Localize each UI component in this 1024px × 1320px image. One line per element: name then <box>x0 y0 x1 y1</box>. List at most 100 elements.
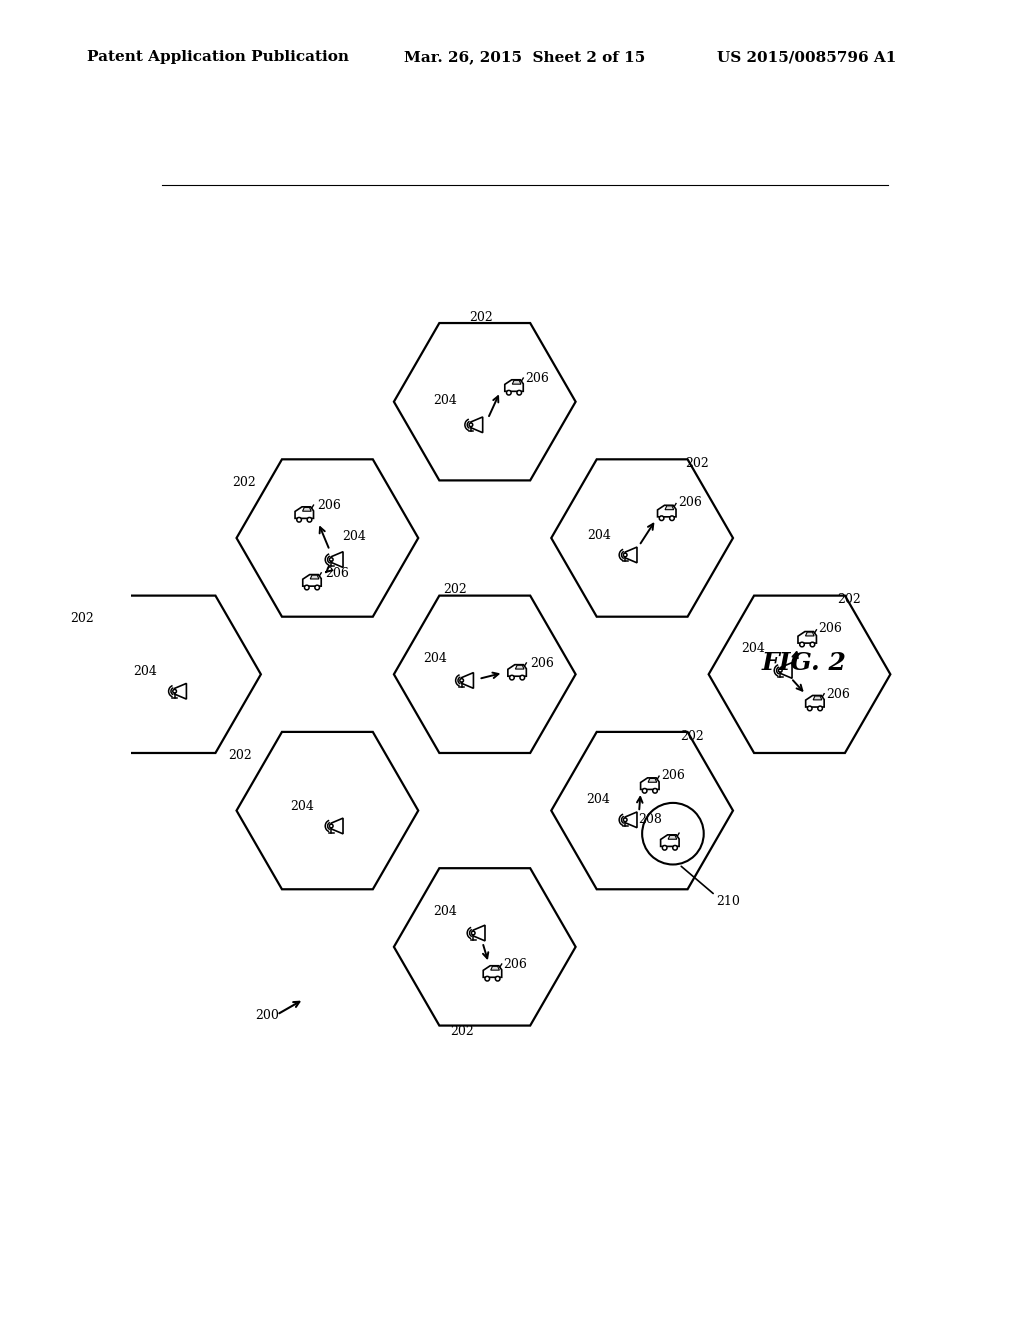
Polygon shape <box>394 869 575 1026</box>
Circle shape <box>510 676 514 680</box>
Polygon shape <box>641 777 659 789</box>
Text: 206: 206 <box>529 657 554 671</box>
Text: 202: 202 <box>450 1026 473 1038</box>
Circle shape <box>659 516 664 520</box>
Polygon shape <box>310 576 318 579</box>
Polygon shape <box>648 779 656 783</box>
Text: 202: 202 <box>469 310 493 323</box>
Circle shape <box>517 391 521 395</box>
Text: 206: 206 <box>325 566 348 579</box>
Polygon shape <box>331 552 343 568</box>
Polygon shape <box>394 595 575 752</box>
Polygon shape <box>551 731 733 890</box>
Text: Patent Application Publication: Patent Application Publication <box>87 50 349 65</box>
Polygon shape <box>331 818 343 834</box>
Polygon shape <box>483 966 502 977</box>
Polygon shape <box>471 417 482 433</box>
Polygon shape <box>303 574 322 586</box>
Polygon shape <box>806 632 814 636</box>
Polygon shape <box>394 323 575 480</box>
Polygon shape <box>79 595 261 752</box>
Polygon shape <box>237 459 418 616</box>
Text: 202: 202 <box>443 583 467 597</box>
Circle shape <box>652 788 657 793</box>
Text: 202: 202 <box>685 457 709 470</box>
Polygon shape <box>709 595 891 752</box>
Polygon shape <box>626 546 637 562</box>
Circle shape <box>624 818 627 821</box>
Circle shape <box>778 669 782 672</box>
Text: 204: 204 <box>587 793 610 807</box>
Circle shape <box>810 643 815 647</box>
Text: 204: 204 <box>342 529 367 543</box>
Polygon shape <box>660 834 679 846</box>
Circle shape <box>807 706 812 710</box>
Polygon shape <box>806 696 824 708</box>
Text: 202: 202 <box>680 730 703 743</box>
Text: 206: 206 <box>504 958 527 972</box>
Text: 204: 204 <box>290 800 314 813</box>
Text: 202: 202 <box>227 748 252 762</box>
Circle shape <box>624 553 627 557</box>
Text: 202: 202 <box>71 612 94 626</box>
Text: 202: 202 <box>232 477 256 490</box>
Circle shape <box>307 517 311 523</box>
Polygon shape <box>813 696 822 700</box>
Polygon shape <box>462 673 473 688</box>
Circle shape <box>330 824 333 828</box>
Polygon shape <box>626 812 637 828</box>
Circle shape <box>314 585 319 590</box>
Circle shape <box>173 689 176 693</box>
Polygon shape <box>508 665 526 676</box>
Circle shape <box>663 846 667 850</box>
Text: 202: 202 <box>838 593 861 606</box>
Circle shape <box>297 517 301 523</box>
Polygon shape <box>780 663 792 678</box>
Polygon shape <box>490 966 500 970</box>
Text: 204: 204 <box>433 393 457 407</box>
Text: 206: 206 <box>525 372 549 385</box>
Polygon shape <box>515 665 524 669</box>
Text: 204: 204 <box>433 906 458 917</box>
Polygon shape <box>798 631 816 643</box>
Polygon shape <box>175 684 186 700</box>
Polygon shape <box>302 507 311 511</box>
Text: 204: 204 <box>587 529 611 543</box>
Text: 206: 206 <box>662 768 685 781</box>
Circle shape <box>471 931 475 935</box>
Text: 200: 200 <box>255 1010 280 1022</box>
Circle shape <box>670 516 674 520</box>
Circle shape <box>460 678 464 682</box>
Text: 206: 206 <box>818 622 843 635</box>
Polygon shape <box>237 731 418 890</box>
Circle shape <box>485 977 489 981</box>
Polygon shape <box>668 836 677 840</box>
Circle shape <box>818 706 822 710</box>
Polygon shape <box>551 459 733 616</box>
Polygon shape <box>512 380 521 384</box>
Text: 206: 206 <box>678 496 701 510</box>
Polygon shape <box>665 506 674 510</box>
Circle shape <box>496 977 500 981</box>
Circle shape <box>642 788 647 793</box>
Circle shape <box>800 643 804 647</box>
Text: 210: 210 <box>717 895 740 908</box>
Polygon shape <box>295 507 313 519</box>
Polygon shape <box>505 380 523 391</box>
Text: 204: 204 <box>424 652 447 665</box>
Text: 208: 208 <box>638 813 662 826</box>
Circle shape <box>673 846 677 850</box>
Text: 206: 206 <box>317 499 341 512</box>
Text: 204: 204 <box>741 643 765 656</box>
Circle shape <box>330 558 333 561</box>
Text: Mar. 26, 2015  Sheet 2 of 15: Mar. 26, 2015 Sheet 2 of 15 <box>404 50 646 65</box>
Text: US 2015/0085796 A1: US 2015/0085796 A1 <box>717 50 896 65</box>
Text: FIG. 2: FIG. 2 <box>762 651 847 675</box>
Text: 204: 204 <box>133 665 158 678</box>
Circle shape <box>304 585 309 590</box>
Polygon shape <box>473 925 485 941</box>
Circle shape <box>469 422 473 426</box>
Polygon shape <box>657 506 676 517</box>
Circle shape <box>520 676 524 680</box>
Circle shape <box>507 391 511 395</box>
